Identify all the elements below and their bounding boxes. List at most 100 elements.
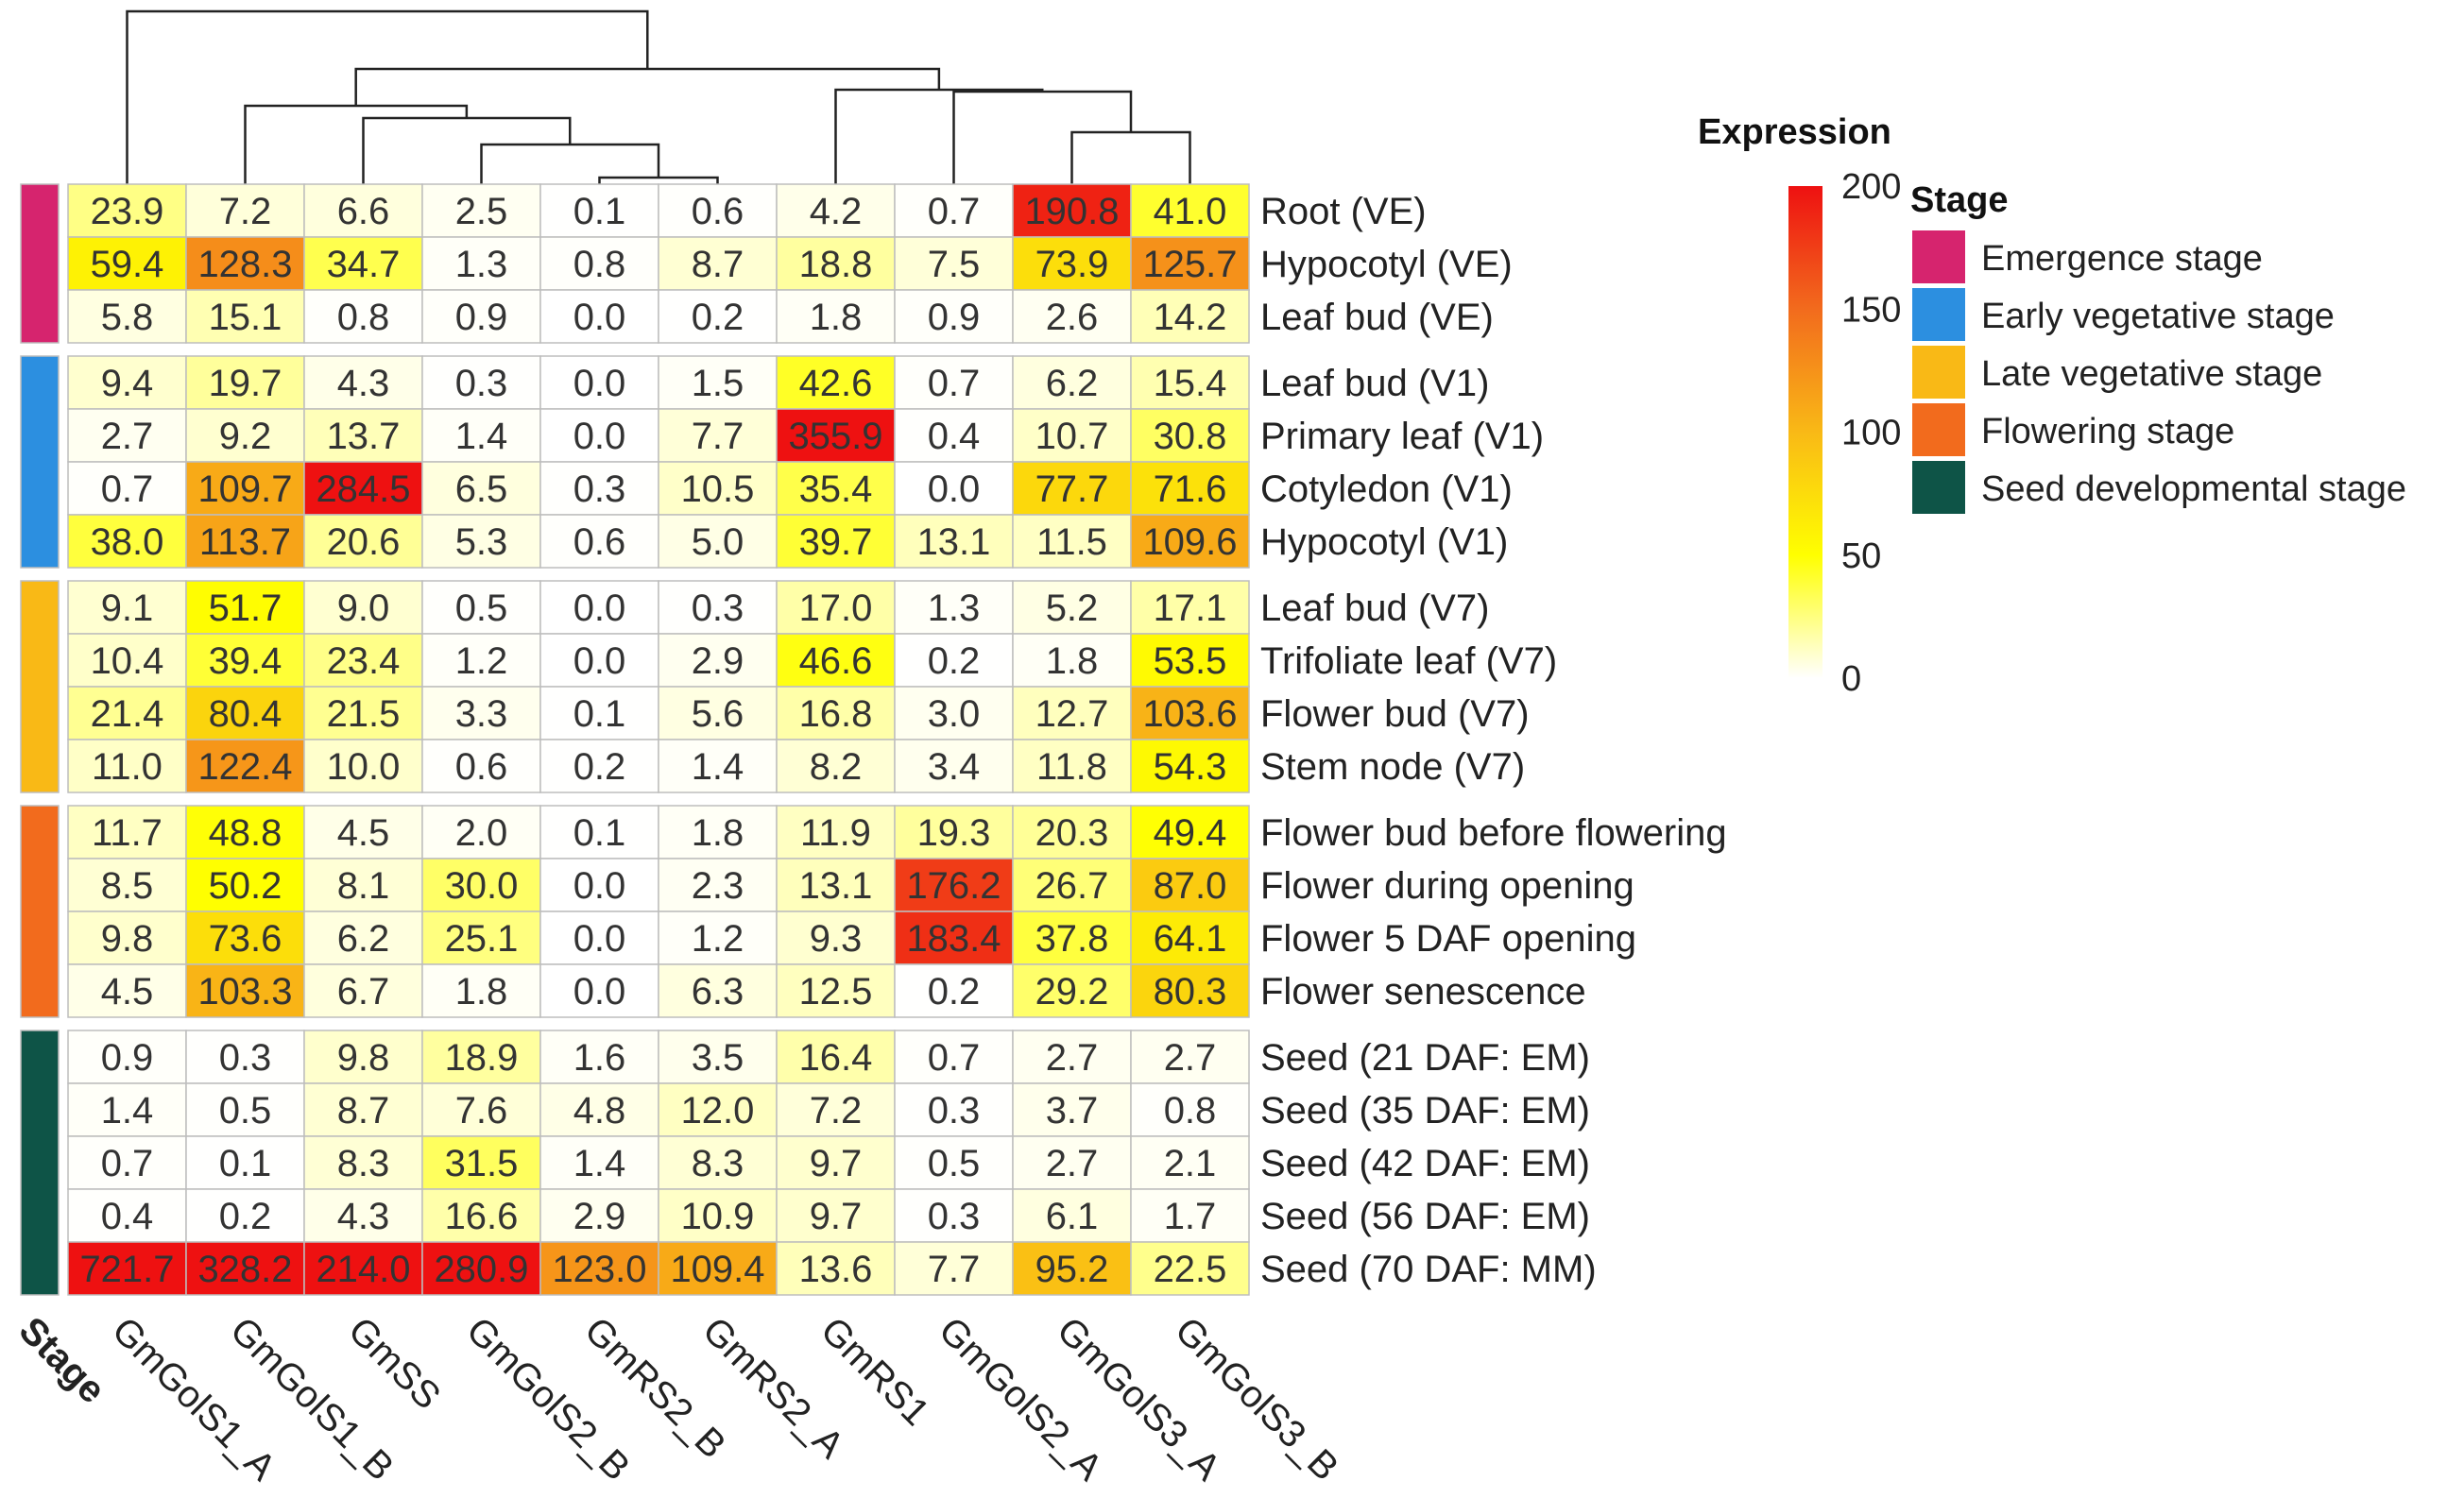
heatmap-cell — [776, 1135, 896, 1190]
cell-value-label: 0.0 — [573, 363, 626, 404]
row-labels: Root (VE) Hypocotyl (VE) Leaf bud (VE) Leaf… — [1260, 191, 1727, 1290]
stage-annotation-bars — [20, 183, 60, 1296]
cell-value-label: 13.7 — [327, 416, 401, 457]
cell-value-label: 0.3 — [455, 363, 508, 404]
dendrogram-branch — [834, 88, 1044, 184]
stage-legend-label: Emergence stage — [1981, 239, 2263, 279]
row-label: Leaf bud (V1) — [1260, 363, 1489, 404]
cell-value-label: 42.6 — [799, 363, 873, 404]
cell-value-label: 39.7 — [799, 521, 873, 563]
heatmap-cell — [1130, 580, 1250, 635]
heatmap-cell — [303, 1188, 423, 1243]
cell-value-label: 0.4 — [101, 1196, 154, 1237]
cell-value-label: 20.6 — [327, 521, 401, 563]
cell-value-label: 13.1 — [799, 865, 873, 907]
row-label: Stem node (V7) — [1260, 746, 1525, 788]
cell-value-label: 1.2 — [692, 918, 744, 960]
cell-value-label: 123.0 — [552, 1249, 646, 1290]
cell-value-label: 5.6 — [692, 693, 744, 735]
cell-value-label: 49.4 — [1154, 812, 1227, 854]
cell-value-label: 39.4 — [209, 640, 282, 682]
cell-value-label: 128.3 — [197, 244, 292, 285]
cell-value-label: 2.5 — [455, 191, 508, 232]
heatmap-cell — [658, 1188, 778, 1243]
cell-value-label: 9.0 — [337, 587, 390, 629]
cell-value-label: 9.8 — [337, 1037, 390, 1079]
cell-value-label: 34.7 — [327, 244, 401, 285]
row-label: Leaf bud (VE) — [1260, 297, 1494, 338]
heatmap-cell — [658, 911, 778, 965]
heatmap-cell — [776, 461, 896, 516]
cell-value-label: 3.0 — [928, 693, 981, 735]
heatmap-cell — [1012, 461, 1132, 516]
cell-value-label: 4.5 — [101, 971, 154, 1013]
cell-value-label: 0.7 — [101, 468, 154, 510]
cell-value-label: 7.7 — [928, 1249, 981, 1290]
heatmap-cell — [303, 805, 423, 860]
cell-value-label: 0.5 — [928, 1143, 981, 1184]
cell-value-label: 721.7 — [79, 1249, 174, 1290]
heatmap-cell — [67, 461, 187, 516]
cell-value-label: 176.2 — [906, 865, 1001, 907]
stage-bar-flowering-stage — [20, 805, 60, 1018]
cell-value-label: 8.2 — [810, 746, 863, 788]
cell-value-label: 30.0 — [445, 865, 519, 907]
cell-value-label: 4.5 — [337, 812, 390, 854]
heatmap-cell — [776, 739, 896, 793]
heatmap-cell — [658, 805, 778, 860]
column-label-gmrs1: GmRS1 — [813, 1309, 937, 1434]
cell-value-label: 9.7 — [810, 1143, 863, 1184]
cell-value-label: 48.8 — [209, 812, 282, 854]
heatmap-cell — [1130, 355, 1250, 410]
cell-value-label: 0.2 — [928, 640, 981, 682]
cell-value-label: 5.2 — [1046, 587, 1099, 629]
heatmap-cell — [421, 461, 541, 516]
cell-value-label: 21.4 — [91, 693, 164, 735]
cell-value-label: 17.0 — [799, 587, 873, 629]
heatmap-cell — [776, 514, 896, 569]
cell-value-label: 6.2 — [1046, 363, 1099, 404]
heatmap-cell — [185, 805, 305, 860]
cell-value-label: 29.2 — [1035, 971, 1109, 1013]
heatmap-cell — [539, 461, 659, 516]
column-label-gmss: GmSS — [340, 1309, 448, 1417]
cell-value-label: 1.8 — [1046, 640, 1099, 682]
cell-value-label: 5.0 — [692, 521, 744, 563]
cell-value-label: 7.2 — [810, 1090, 863, 1132]
cell-value-label: 9.1 — [101, 587, 154, 629]
cell-value-label: 10.0 — [327, 746, 401, 788]
heatmap-cell — [185, 1135, 305, 1190]
heatmap-cell — [894, 355, 1014, 410]
heatmap-cell — [303, 289, 423, 344]
heatmap-cell — [894, 408, 1014, 463]
cell-value-label: 16.6 — [445, 1196, 519, 1237]
cell-value-label: 14.2 — [1154, 297, 1227, 338]
cell-value-label: 12.5 — [799, 971, 873, 1013]
heatmap-cell — [776, 1030, 896, 1084]
cell-value-label: 0.6 — [692, 191, 744, 232]
heatmap-cell — [539, 1135, 659, 1190]
row-label: Hypocotyl (V1) — [1260, 521, 1508, 563]
cell-value-label: 0.9 — [101, 1037, 154, 1079]
heatmap-cell — [303, 1135, 423, 1190]
heatmap-cell — [67, 183, 187, 238]
cell-value-label: 0.2 — [692, 297, 744, 338]
cell-value-label: 0.6 — [573, 521, 626, 563]
dendrogram-branch — [952, 90, 1133, 184]
cell-value-label: 0.0 — [573, 971, 626, 1013]
heatmap-cell — [539, 858, 659, 912]
stage-bar-seed-developmental-stage — [20, 1030, 60, 1296]
cell-value-label: 103.3 — [197, 971, 292, 1013]
stage-bar-emergence-stage — [20, 183, 60, 344]
cell-value-label: 11.9 — [800, 812, 871, 854]
heatmap-cell — [776, 686, 896, 740]
dendrogram-branch — [354, 67, 941, 106]
expression-tick-label: 50 — [1841, 536, 1881, 576]
cell-value-label: 0.3 — [928, 1196, 981, 1237]
heatmap-cell — [1012, 1135, 1132, 1190]
cell-value-label: 109.4 — [670, 1249, 764, 1290]
cell-value-label: 1.3 — [928, 587, 981, 629]
row-label: Seed (35 DAF: EM) — [1260, 1090, 1590, 1132]
cell-value-label: 4.3 — [337, 363, 390, 404]
